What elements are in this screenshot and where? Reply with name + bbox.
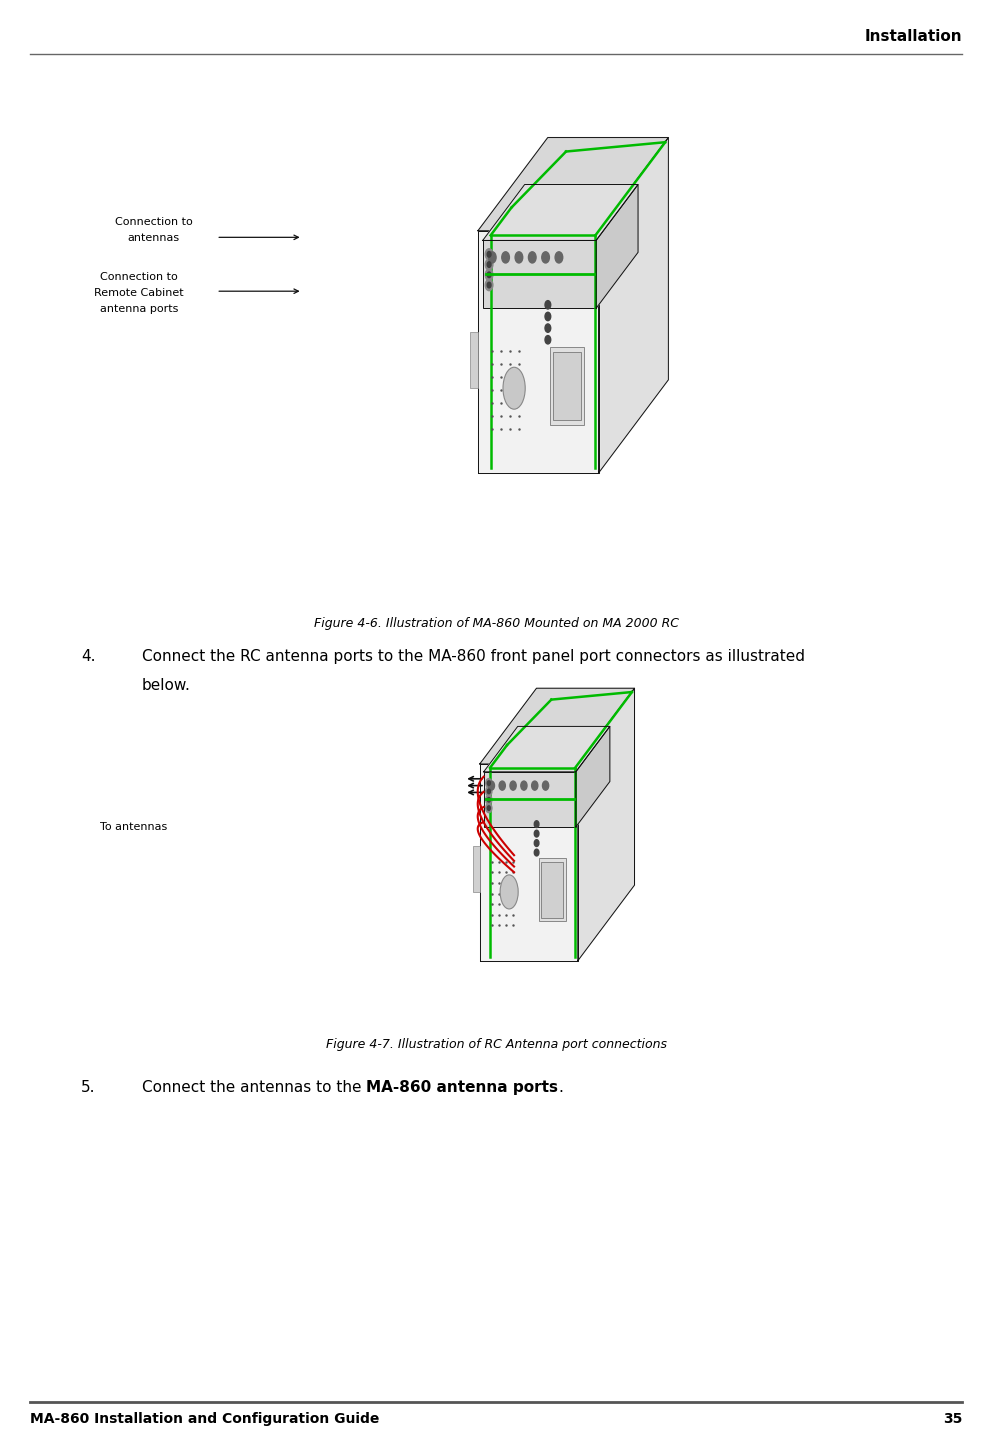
Circle shape: [487, 805, 490, 811]
FancyBboxPatch shape: [483, 240, 596, 309]
FancyBboxPatch shape: [551, 347, 584, 425]
Text: To antennas: To antennas: [100, 823, 168, 831]
Text: MA-860 Installation and Configuration Guide: MA-860 Installation and Configuration Gu…: [30, 1412, 379, 1427]
Text: Figure 4-6. Illustration of MA-860 Mounted on MA 2000 RC: Figure 4-6. Illustration of MA-860 Mount…: [313, 617, 679, 630]
Text: MA-860 antenna ports: MA-860 antenna ports: [366, 1080, 558, 1095]
Polygon shape: [596, 185, 638, 309]
Circle shape: [529, 252, 536, 264]
Circle shape: [487, 282, 491, 288]
FancyBboxPatch shape: [473, 846, 480, 893]
Polygon shape: [484, 727, 610, 772]
Text: 5.: 5.: [81, 1080, 96, 1095]
Circle shape: [542, 252, 550, 264]
Circle shape: [487, 789, 490, 794]
Circle shape: [502, 252, 510, 264]
Circle shape: [545, 300, 551, 309]
Text: Installation: Installation: [865, 29, 962, 44]
Ellipse shape: [503, 367, 525, 409]
Circle shape: [535, 840, 539, 846]
Circle shape: [487, 252, 491, 258]
Polygon shape: [480, 689, 635, 764]
FancyBboxPatch shape: [554, 352, 581, 419]
Circle shape: [487, 798, 490, 802]
Circle shape: [488, 780, 494, 791]
FancyBboxPatch shape: [539, 859, 566, 922]
Circle shape: [486, 804, 492, 812]
Text: Connection to: Connection to: [100, 272, 178, 282]
Circle shape: [545, 335, 551, 344]
Circle shape: [485, 249, 493, 261]
Circle shape: [485, 259, 493, 271]
Circle shape: [545, 312, 551, 320]
Ellipse shape: [500, 875, 518, 909]
Circle shape: [532, 780, 538, 791]
Circle shape: [499, 780, 505, 791]
Circle shape: [556, 252, 562, 264]
Text: Remote Cabinet: Remote Cabinet: [94, 288, 184, 298]
Circle shape: [487, 262, 491, 268]
FancyBboxPatch shape: [542, 862, 563, 917]
Circle shape: [510, 780, 516, 791]
Text: 35: 35: [942, 1412, 962, 1427]
Circle shape: [486, 795, 492, 804]
Polygon shape: [598, 137, 669, 473]
Circle shape: [485, 280, 493, 291]
Circle shape: [486, 786, 492, 796]
Polygon shape: [577, 689, 635, 961]
Circle shape: [515, 252, 523, 264]
Polygon shape: [478, 230, 598, 473]
Text: 4.: 4.: [81, 649, 96, 664]
Circle shape: [535, 821, 539, 827]
Circle shape: [535, 849, 539, 856]
Circle shape: [486, 779, 492, 788]
Text: antenna ports: antenna ports: [99, 304, 179, 314]
Text: Connection to: Connection to: [115, 217, 192, 227]
Circle shape: [487, 272, 491, 278]
Text: Figure 4-7. Illustration of RC Antenna port connections: Figure 4-7. Illustration of RC Antenna p…: [325, 1038, 667, 1051]
Text: Connect the antennas to the: Connect the antennas to the: [142, 1080, 366, 1095]
Circle shape: [521, 780, 527, 791]
Circle shape: [485, 269, 493, 281]
Text: below.: below.: [142, 678, 190, 693]
FancyBboxPatch shape: [484, 772, 575, 827]
Text: antennas: antennas: [128, 233, 180, 243]
Text: .: .: [558, 1080, 563, 1095]
Polygon shape: [480, 764, 577, 961]
Circle shape: [488, 252, 496, 264]
Polygon shape: [478, 137, 669, 230]
Circle shape: [543, 780, 549, 791]
Polygon shape: [483, 185, 638, 240]
Circle shape: [487, 780, 490, 785]
FancyBboxPatch shape: [470, 332, 478, 389]
Text: Connect the RC antenna ports to the MA-860 front panel port connectors as illust: Connect the RC antenna ports to the MA-8…: [142, 649, 805, 664]
Circle shape: [545, 323, 551, 332]
Circle shape: [535, 830, 539, 837]
Polygon shape: [575, 727, 610, 827]
